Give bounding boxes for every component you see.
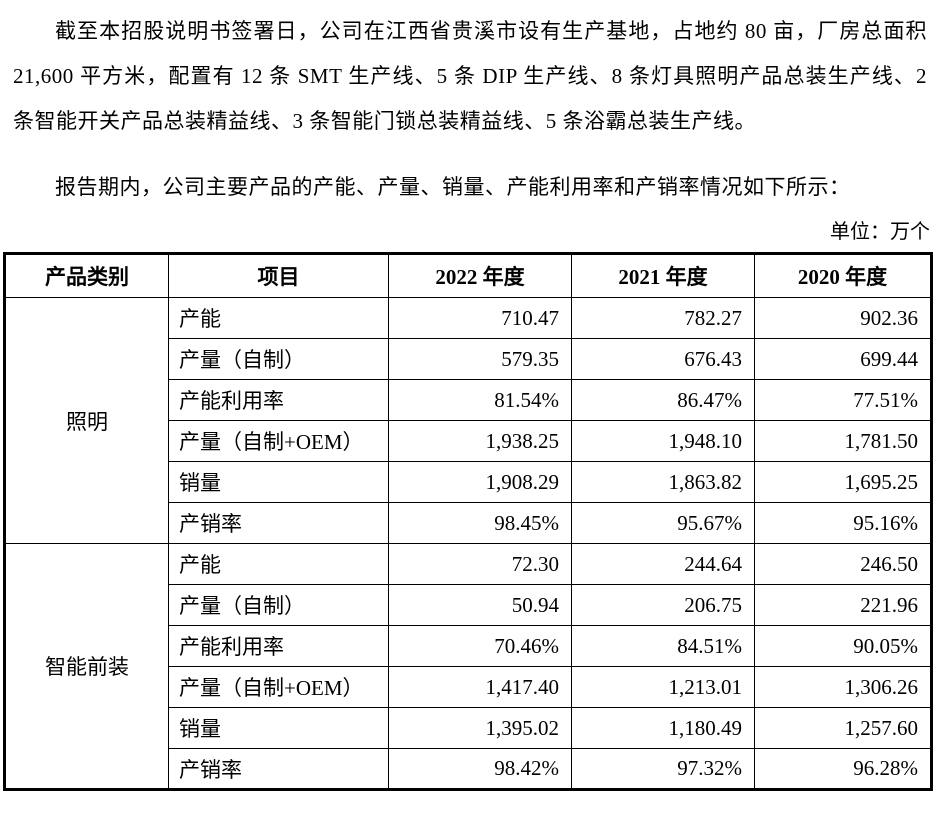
value-cell-2021: 1,863.82 xyxy=(571,461,755,503)
value-cell-2021: 97.32% xyxy=(571,748,755,790)
item-cell: 产能利用率 xyxy=(168,379,389,421)
table-row: 销量 1,908.29 1,863.82 1,695.25 xyxy=(5,461,932,503)
value-cell-2021: 86.47% xyxy=(571,379,755,421)
value-cell-2020: 77.51% xyxy=(754,379,932,421)
value-cell-2020: 96.28% xyxy=(754,748,932,790)
value-cell-2022: 70.46% xyxy=(388,625,572,667)
value-cell-2021: 206.75 xyxy=(571,584,755,626)
value-cell-2022: 1,908.29 xyxy=(388,461,572,503)
value-cell-2022: 710.47 xyxy=(388,297,572,339)
value-cell-2021: 676.43 xyxy=(571,338,755,380)
value-cell-2020: 699.44 xyxy=(754,338,932,380)
item-cell: 销量 xyxy=(168,461,389,503)
item-cell: 产销率 xyxy=(168,502,389,544)
category-cell-smart-preinstall: 智能前装 xyxy=(4,543,169,790)
header-item: 项目 xyxy=(168,253,389,298)
value-cell-2021: 95.67% xyxy=(571,502,755,544)
value-cell-2022: 81.54% xyxy=(388,379,572,421)
table-row: 智能前装 产能 72.30 244.64 246.50 xyxy=(4,543,932,790)
item-cell: 产量（自制） xyxy=(168,584,389,626)
item-cell: 产量（自制+OEM） xyxy=(168,666,389,708)
value-cell-2022: 72.30 xyxy=(388,543,572,585)
header-year-2022: 2022 年度 xyxy=(388,253,572,298)
table-row: 照明 产能 710.47 782.27 902.36 xyxy=(4,297,932,544)
paragraph-table-intro: 报告期内，公司主要产品的产能、产量、销量、产能利用率和产销率情况如下所示： xyxy=(55,175,851,199)
value-cell-2020: 1,306.26 xyxy=(754,666,932,708)
paragraph-production-base: 截至本招股说明书签署日，公司在江西省贵溪市设有生产基地，占地约 80 亩，厂房总… xyxy=(13,19,927,133)
value-cell-2020: 1,781.50 xyxy=(754,420,932,462)
table-row: 产量（自制） 50.94 206.75 221.96 xyxy=(5,584,932,626)
value-cell-2022: 98.42% xyxy=(388,748,572,790)
value-cell-2022: 1,395.02 xyxy=(388,707,572,749)
value-cell-2021: 1,180.49 xyxy=(571,707,755,749)
table-row: 产量（自制+OEM） 1,938.25 1,948.10 1,781.50 xyxy=(5,420,932,462)
item-cell: 产量（自制） xyxy=(168,338,389,380)
table-row: 产销率 98.45% 95.67% 95.16% xyxy=(5,502,932,544)
value-cell-2021: 244.64 xyxy=(571,543,755,585)
table-row: 销量 1,395.02 1,180.49 1,257.60 xyxy=(5,707,932,749)
capacity-production-sales-table: 产品类别 项目 2022 年度 2021 年度 2020 年度 照明 产能 71… xyxy=(3,252,933,791)
value-cell-2020: 1,257.60 xyxy=(754,707,932,749)
value-cell-2020: 246.50 xyxy=(754,543,932,585)
item-cell: 产量（自制+OEM） xyxy=(168,420,389,462)
value-cell-2021: 782.27 xyxy=(571,297,755,339)
value-cell-2020: 902.36 xyxy=(754,297,932,339)
value-cell-2022: 98.45% xyxy=(388,502,572,544)
value-cell-2022: 50.94 xyxy=(388,584,572,626)
value-cell-2021: 84.51% xyxy=(571,625,755,667)
value-cell-2021: 1,948.10 xyxy=(571,420,755,462)
table-header-row: 产品类别 项目 2022 年度 2021 年度 2020 年度 xyxy=(4,253,932,298)
document-content: 截至本招股说明书签署日，公司在江西省贵溪市设有生产基地，占地约 80 亩，厂房总… xyxy=(3,0,933,791)
item-cell: 产能利用率 xyxy=(168,625,389,667)
value-cell-2022: 579.35 xyxy=(388,338,572,380)
value-cell-2020: 90.05% xyxy=(754,625,932,667)
value-cell-2020: 95.16% xyxy=(754,502,932,544)
category-cell-lighting: 照明 xyxy=(4,297,169,544)
value-cell-2020: 221.96 xyxy=(754,584,932,626)
header-year-2021: 2021 年度 xyxy=(571,253,755,298)
item-cell: 产能 xyxy=(168,543,389,585)
item-cell: 产销率 xyxy=(168,748,389,790)
table-row: 产销率 98.42% 97.32% 96.28% xyxy=(5,748,932,790)
value-cell-2022: 1,417.40 xyxy=(388,666,572,708)
unit-label: 单位：万个 xyxy=(830,221,930,243)
value-cell-2020: 1,695.25 xyxy=(754,461,932,503)
item-cell: 销量 xyxy=(168,707,389,749)
value-cell-2021: 1,213.01 xyxy=(571,666,755,708)
header-year-2020: 2020 年度 xyxy=(754,253,932,298)
table-row: 产能利用率 70.46% 84.51% 90.05% xyxy=(5,625,932,667)
value-cell-2022: 1,938.25 xyxy=(388,420,572,462)
header-product-category: 产品类别 xyxy=(4,253,169,298)
item-cell: 产能 xyxy=(168,297,389,339)
